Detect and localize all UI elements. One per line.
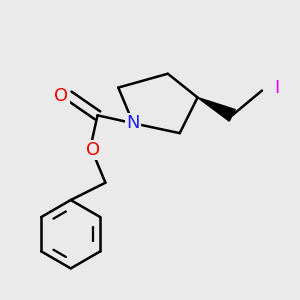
Text: N: N [126, 114, 140, 132]
Text: O: O [54, 86, 68, 104]
Text: I: I [274, 79, 279, 97]
Text: O: O [86, 141, 100, 159]
Polygon shape [198, 98, 235, 121]
